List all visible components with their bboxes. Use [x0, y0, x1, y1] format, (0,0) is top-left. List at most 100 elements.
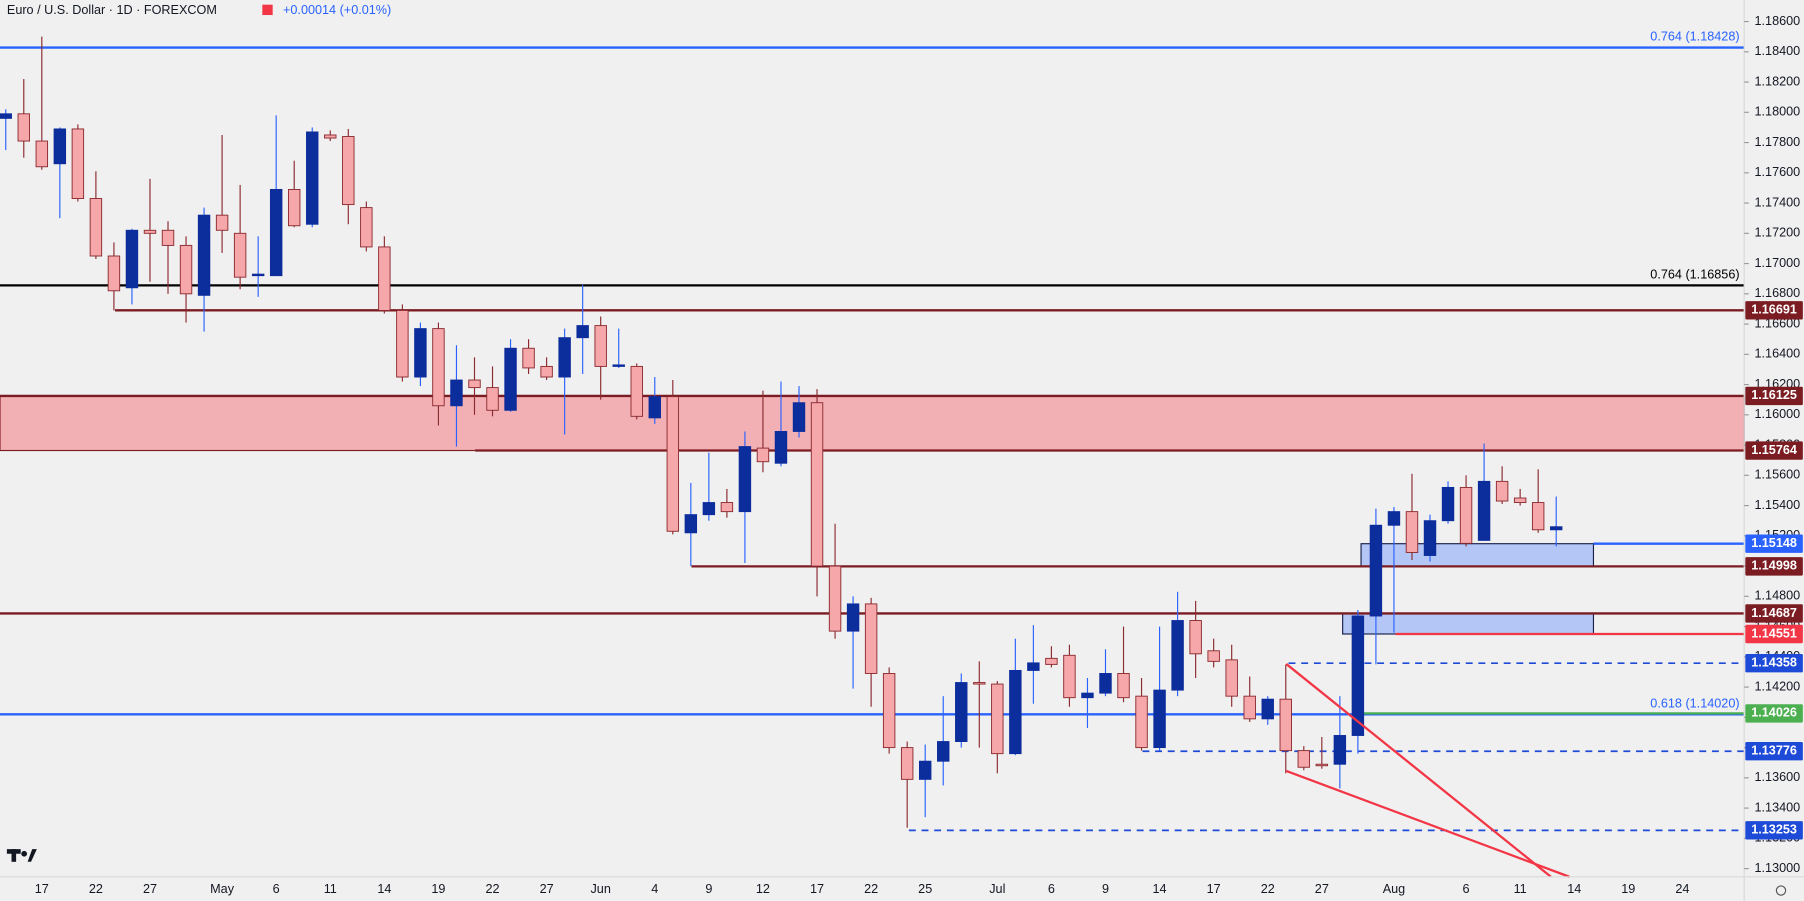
x-tick-label: 6	[1463, 882, 1470, 896]
candle-body	[233, 232, 247, 278]
candle-body	[1189, 620, 1202, 655]
candle-body	[324, 134, 337, 139]
candle-body	[396, 309, 409, 378]
candle-body	[1495, 480, 1509, 502]
candle-body	[810, 402, 824, 567]
candle-body	[107, 255, 121, 292]
y-tick-label: 1.15400	[1755, 498, 1801, 512]
trend-line	[1285, 769, 1570, 878]
price-label: 1.16125	[1751, 388, 1797, 402]
candle-body	[1135, 695, 1148, 749]
candle-body	[1513, 497, 1527, 504]
candle-body	[576, 325, 589, 339]
candle-body	[991, 683, 1004, 755]
candle-body	[955, 682, 968, 743]
y-tick-label: 1.13000	[1755, 861, 1801, 875]
flag-icon[interactable]	[262, 4, 273, 16]
x-tick-label: 27	[143, 882, 157, 896]
candle-body	[1315, 763, 1329, 767]
candle-body	[1243, 695, 1256, 720]
x-tick-label: 17	[810, 882, 824, 896]
candle-body	[179, 244, 193, 295]
price-label-box	[1745, 386, 1803, 406]
candle-body	[1225, 659, 1238, 697]
y-tick-label: 1.18000	[1755, 105, 1801, 119]
candle-body	[900, 747, 914, 780]
price-label: 1.13776	[1751, 744, 1797, 758]
candle-body	[973, 682, 986, 685]
x-tick-label: 22	[1261, 882, 1275, 896]
trend-line	[1285, 663, 1552, 878]
x-tick-label: 22	[485, 882, 499, 896]
price-label: 1.14998	[1751, 559, 1797, 573]
x-tick-label: Aug	[1383, 882, 1406, 896]
price-label-box	[1745, 624, 1803, 644]
candle-body	[774, 431, 788, 464]
level-text: 0.764 (1.16856)	[1650, 267, 1739, 281]
settings-icon[interactable]	[1775, 885, 1787, 896]
x-tick-label: 11	[1514, 882, 1527, 896]
candle-body	[864, 603, 878, 674]
plot-area	[0, 36, 1745, 832]
candle-body	[1279, 698, 1292, 752]
y-tick-label: 1.18400	[1755, 44, 1801, 58]
candle-body	[937, 741, 950, 762]
y-tick-label: 1.17800	[1755, 135, 1801, 149]
candle-body	[342, 136, 355, 206]
x-tick-label: 9	[1102, 882, 1109, 896]
candle-body	[486, 387, 499, 411]
candle-body	[0, 113, 12, 119]
x-tick-label: 17	[1207, 882, 1221, 896]
candle-body	[630, 365, 643, 417]
x-tick-label: 6	[273, 882, 280, 896]
price-label: 1.14687	[1751, 606, 1797, 620]
price-label: 1.14551	[1751, 626, 1797, 640]
y-tick-label: 1.14200	[1755, 679, 1801, 693]
x-tick-label: Jun	[590, 882, 610, 896]
price-label-box	[1745, 441, 1803, 460]
y-tick-label: 1.13600	[1755, 770, 1801, 784]
candle-body	[1477, 480, 1491, 541]
x-tick-label: 14	[1567, 882, 1581, 896]
zone	[0, 395, 1745, 452]
price-label: 1.15148	[1751, 536, 1797, 550]
candle-body	[1261, 698, 1274, 720]
candle-body	[1549, 526, 1563, 531]
candle-body	[1117, 673, 1130, 699]
candle-body	[558, 337, 571, 378]
candle-body	[125, 229, 139, 289]
x-tick-label: 22	[89, 882, 103, 896]
price-label-box	[1745, 557, 1803, 576]
candle-body	[1531, 502, 1545, 531]
candle-body	[1387, 511, 1401, 526]
candle-body	[1045, 657, 1058, 665]
x-tick-label: Jul	[989, 882, 1005, 896]
candle-body	[287, 188, 301, 227]
x-tick-label: 19	[1621, 882, 1635, 896]
x-tick-label: 9	[705, 882, 712, 896]
candle-body	[738, 446, 752, 513]
price-axis: 1.130001.132001.134001.136001.138001.140…	[35, 14, 1800, 896]
x-tick-label: 14	[1153, 882, 1167, 896]
y-tick-label: 1.17400	[1755, 195, 1801, 209]
candle-body	[35, 140, 49, 168]
price-label-box	[1745, 301, 1803, 320]
candle-body	[684, 514, 698, 534]
candle-body	[1297, 750, 1311, 768]
x-tick-label: 27	[1315, 882, 1329, 896]
y-tick-label: 1.15600	[1755, 468, 1801, 482]
candle-body	[882, 673, 896, 749]
candle-body	[792, 402, 806, 432]
candle-body	[432, 328, 445, 407]
candle-body	[918, 760, 932, 780]
x-tick-label: May	[210, 882, 235, 896]
x-tick-label: 27	[540, 882, 554, 896]
candle-body	[143, 229, 157, 234]
candle-body	[846, 603, 860, 632]
candle-body	[1459, 486, 1473, 544]
y-tick-label: 1.16400	[1755, 347, 1801, 361]
price-label: 1.14026	[1751, 706, 1797, 720]
price-change: +0.00014 (+0.01%)	[283, 3, 391, 17]
candle-body	[1063, 654, 1076, 699]
